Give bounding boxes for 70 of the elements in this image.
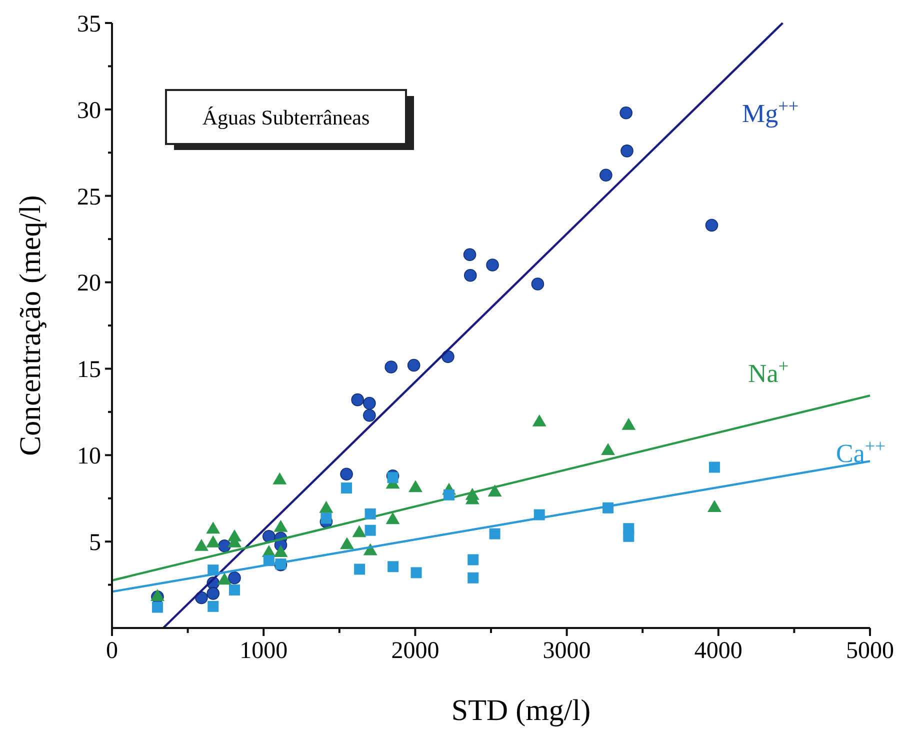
point [386, 512, 400, 524]
point [532, 414, 546, 426]
point [206, 535, 220, 548]
point [341, 482, 352, 494]
x-tick-label: 1000 [240, 638, 288, 664]
x-tick-label: 3000 [542, 638, 591, 664]
point [228, 584, 240, 596]
y-tick-label: 10 [77, 444, 101, 470]
point [468, 554, 479, 566]
point [217, 572, 232, 585]
y-tick-label: 25 [77, 184, 101, 210]
point [489, 528, 500, 540]
point [352, 525, 366, 538]
point [387, 472, 398, 484]
point [272, 472, 287, 484]
point [705, 218, 718, 232]
point [340, 537, 354, 550]
point [194, 538, 208, 551]
y-tick-label: 35 [77, 11, 101, 38]
x-axis-title: STD (mg/l) [451, 694, 591, 727]
text: Mg$^{++}$ [742, 96, 799, 128]
point [464, 268, 477, 282]
point [363, 396, 376, 410]
point [152, 602, 163, 613]
text: Na$^{+}$ [748, 356, 789, 388]
text: Ca$^{++}$ [836, 436, 886, 468]
point [206, 522, 220, 534]
x-tick-label: 2000 [391, 638, 440, 664]
point [468, 572, 479, 584]
point [354, 564, 366, 575]
point [320, 512, 332, 524]
x-tick-label: 4000 [694, 638, 742, 664]
point [388, 561, 399, 572]
y-tick-label: 15 [77, 357, 101, 384]
point [206, 587, 220, 600]
point [407, 358, 420, 372]
y-tick-label: 5 [89, 530, 101, 556]
point [600, 168, 612, 182]
point [274, 544, 288, 557]
x-tick-label: 5000 [846, 638, 894, 664]
point [488, 484, 502, 496]
point [486, 258, 499, 272]
point [408, 480, 423, 492]
y-axis-title: Concentração (meq/l) [14, 195, 47, 456]
point [262, 530, 276, 543]
point [274, 520, 288, 532]
point [601, 442, 616, 455]
point [228, 571, 241, 584]
y-tick-label: 30 [77, 98, 101, 124]
point [623, 530, 634, 542]
point [620, 106, 632, 120]
point [531, 278, 544, 290]
point [622, 418, 636, 430]
point [707, 500, 722, 512]
point [351, 393, 364, 406]
point [384, 360, 398, 374]
point [208, 600, 219, 612]
x-tick-label: 0 [106, 638, 118, 664]
point [444, 489, 455, 500]
point [363, 408, 376, 422]
point [364, 524, 376, 536]
point [340, 468, 353, 481]
annotation: Águas Subterrâneas [202, 105, 370, 130]
point [319, 500, 334, 513]
point [708, 462, 720, 473]
y-tick-label: 20 [77, 270, 101, 297]
point [364, 508, 376, 520]
point [620, 144, 634, 158]
point [410, 567, 422, 578]
point [463, 248, 476, 262]
